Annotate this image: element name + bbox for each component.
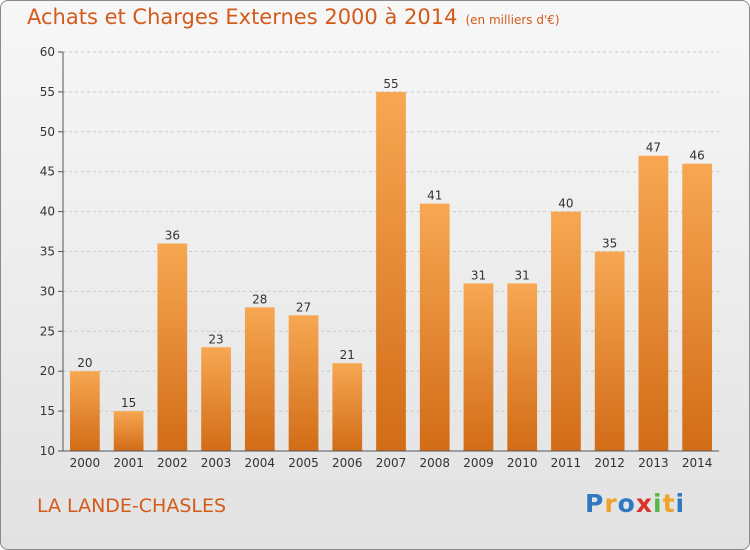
value-label-2011: 40 xyxy=(558,197,573,211)
value-label-2007: 55 xyxy=(383,77,398,91)
logo-letter: t xyxy=(662,489,676,518)
bar-2008 xyxy=(419,203,450,451)
bar-2004 xyxy=(244,307,275,451)
y-tick-label: 55 xyxy=(40,85,55,99)
x-tick-label-2004: 2004 xyxy=(245,456,276,470)
bar-2000 xyxy=(69,371,100,451)
chart-subtitle: (en milliers d'€) xyxy=(465,13,560,27)
value-label-2013: 47 xyxy=(646,141,661,155)
bar-2010 xyxy=(507,283,538,451)
bar-2001 xyxy=(113,411,144,451)
x-tick-label-2014: 2014 xyxy=(682,456,713,470)
y-tick-label: 35 xyxy=(40,245,55,259)
x-tick-label-2005: 2005 xyxy=(288,456,319,470)
x-tick-label-2010: 2010 xyxy=(507,456,538,470)
logo-letter: x xyxy=(635,489,653,518)
bar-2011 xyxy=(551,211,581,451)
value-label-2010: 31 xyxy=(515,268,530,282)
bar-2003 xyxy=(201,347,231,451)
x-tick-label-2002: 2002 xyxy=(157,456,188,470)
labels: 10 15 20 25 30 35 40 45 50 55 60 20 2000 15 2001 36 2002… xyxy=(40,45,713,470)
value-label-2012: 35 xyxy=(602,237,617,251)
value-label-2001: 15 xyxy=(121,396,136,410)
value-label-2014: 46 xyxy=(689,149,704,163)
value-label-2008: 41 xyxy=(427,189,442,203)
y-tick-label: 40 xyxy=(40,205,55,219)
y-tick-label: 25 xyxy=(40,324,55,338)
x-tick-label-2000: 2000 xyxy=(70,456,101,470)
bar-2006 xyxy=(332,363,363,451)
proxiti-logo: Proxiti xyxy=(585,489,685,518)
axes xyxy=(58,51,719,452)
x-tick-label-2011: 2011 xyxy=(551,456,582,470)
chart-title: Achats et Charges Externes 2000 à 2014 (e… xyxy=(27,5,560,29)
value-label-2009: 31 xyxy=(471,268,486,282)
x-tick-label-2012: 2012 xyxy=(594,456,625,470)
y-tick-label: 45 xyxy=(40,165,55,179)
bar-2012 xyxy=(594,251,625,451)
y-tick-label: 30 xyxy=(40,284,55,298)
bar-2014 xyxy=(682,163,713,451)
bar-2005 xyxy=(288,315,319,451)
chart-title-text: Achats et Charges Externes 2000 à 2014 xyxy=(27,5,458,29)
x-tick-label-2003: 2003 xyxy=(201,456,232,470)
logo-letter: r xyxy=(604,489,618,518)
bar-2009 xyxy=(463,283,494,451)
y-tick-label: 15 xyxy=(40,404,55,418)
bars xyxy=(69,91,713,452)
y-tick-label: 50 xyxy=(40,125,55,139)
x-tick-label-2001: 2001 xyxy=(113,456,144,470)
x-tick-label-2008: 2008 xyxy=(419,456,450,470)
x-tick-label-2006: 2006 xyxy=(332,456,363,470)
bar-2013 xyxy=(638,155,669,452)
value-label-2005: 27 xyxy=(296,300,311,314)
y-tick-label: 60 xyxy=(40,45,55,59)
logo-letter: i xyxy=(653,489,663,518)
place-name: LA LANDE-CHASLES xyxy=(37,495,227,517)
value-label-2003: 23 xyxy=(208,332,223,346)
value-label-2000: 20 xyxy=(77,356,92,370)
x-tick-label-2013: 2013 xyxy=(638,456,669,470)
bar-2007 xyxy=(376,91,406,452)
logo-letter: o xyxy=(617,489,636,518)
x-tick-label-2007: 2007 xyxy=(376,456,407,470)
x-tick-label-2009: 2009 xyxy=(463,456,494,470)
value-label-2006: 21 xyxy=(340,348,355,362)
bar-2002 xyxy=(157,243,188,451)
logo-letter: i xyxy=(675,489,686,518)
value-label-2002: 36 xyxy=(165,229,180,243)
value-label-2004: 28 xyxy=(252,292,267,306)
y-tick-label: 20 xyxy=(40,364,55,378)
y-tick-label: 10 xyxy=(40,444,55,458)
logo-letter: P xyxy=(585,489,605,518)
